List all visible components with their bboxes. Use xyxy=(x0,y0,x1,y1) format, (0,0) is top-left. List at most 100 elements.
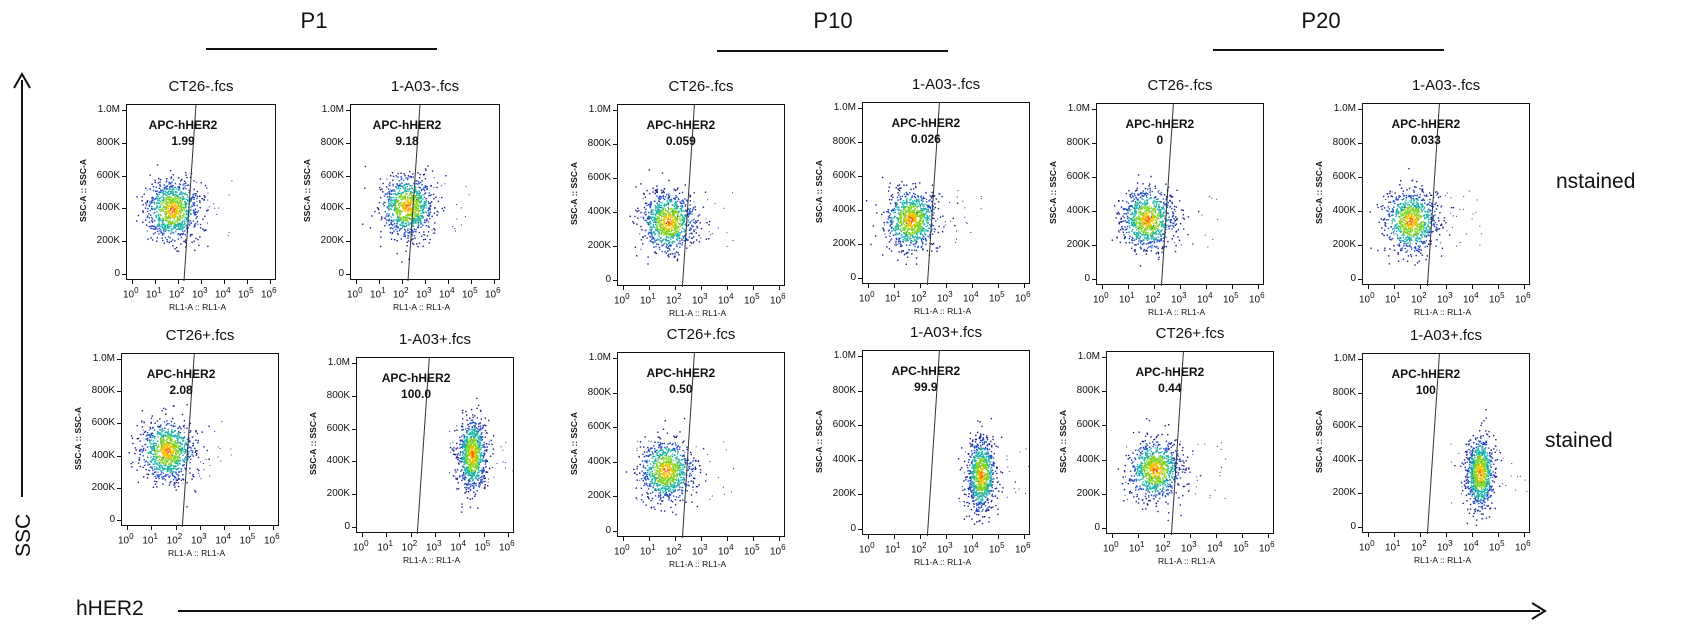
event-dot xyxy=(681,200,683,202)
event-dot xyxy=(162,218,165,221)
event-dot xyxy=(1132,221,1135,224)
event-dot xyxy=(652,187,654,190)
event-dot xyxy=(662,231,665,234)
event-dot xyxy=(418,186,420,188)
event-dot xyxy=(417,210,420,212)
event-dot xyxy=(420,207,422,209)
event-dot xyxy=(156,206,158,208)
event-dot xyxy=(1133,192,1136,195)
event-dot xyxy=(897,226,899,229)
event-dot xyxy=(1409,220,1411,223)
event-dot xyxy=(1170,196,1172,198)
event-dot xyxy=(689,221,691,223)
event-dot xyxy=(652,221,655,224)
event-dot xyxy=(671,226,673,229)
event-dot xyxy=(389,192,391,195)
x-tick-label: 100 xyxy=(1093,291,1109,305)
event-dot xyxy=(910,227,912,229)
event-dot xyxy=(910,205,912,207)
event-dot xyxy=(1140,222,1142,225)
event-dot xyxy=(668,207,669,209)
event-dot xyxy=(679,219,681,222)
event-dot xyxy=(395,194,397,196)
event-dot xyxy=(1147,215,1150,217)
event-dot xyxy=(903,220,905,222)
event-dot xyxy=(456,218,458,220)
event-dot xyxy=(400,185,403,188)
event-dot xyxy=(403,201,406,204)
event-dot xyxy=(663,188,666,190)
event-dot xyxy=(417,192,420,195)
event-dot xyxy=(414,196,416,199)
event-dot xyxy=(906,200,908,202)
event-dot xyxy=(386,206,388,208)
event-dot xyxy=(901,211,904,213)
event-dot xyxy=(176,207,178,209)
event-dot xyxy=(682,219,684,221)
event-dot xyxy=(656,226,658,229)
event-dot xyxy=(415,215,417,217)
scatter-svg xyxy=(629,105,734,287)
event-dot xyxy=(1144,223,1146,225)
event-dot xyxy=(664,250,666,253)
event-dot xyxy=(1176,219,1178,221)
event-dot xyxy=(395,212,397,214)
event-dot xyxy=(168,217,170,219)
event-dot xyxy=(1137,217,1140,220)
event-dot xyxy=(908,232,911,234)
event-dot xyxy=(1154,211,1156,213)
event-dot xyxy=(1163,194,1166,196)
event-dot xyxy=(1146,203,1148,205)
event-dot xyxy=(169,220,171,222)
event-dot xyxy=(668,242,671,244)
event-dot xyxy=(418,221,420,223)
event-dot xyxy=(403,226,405,228)
event-dot xyxy=(179,201,181,204)
event-dot xyxy=(1145,249,1147,251)
event-dot xyxy=(911,228,913,230)
event-dot xyxy=(709,220,711,223)
event-dot xyxy=(922,227,924,229)
event-dot xyxy=(185,207,187,209)
event-dot xyxy=(640,248,642,250)
event-dot xyxy=(677,225,679,228)
event-dot xyxy=(165,208,168,210)
event-dot xyxy=(412,225,415,227)
event-dot xyxy=(150,188,152,190)
event-dot xyxy=(668,196,670,199)
event-dot xyxy=(1126,215,1129,217)
event-dot xyxy=(403,173,405,175)
x-tick-exponent: 0 xyxy=(625,292,630,301)
event-dot xyxy=(415,183,417,185)
event-dot xyxy=(966,222,968,224)
event-dot xyxy=(422,194,424,196)
gate-percent: 9.18 xyxy=(395,134,419,148)
event-dot xyxy=(1154,185,1156,187)
event-dot xyxy=(664,203,667,206)
event-dot xyxy=(188,191,190,194)
event-dot xyxy=(206,187,207,189)
event-dot xyxy=(681,206,683,208)
event-dot xyxy=(1139,200,1141,203)
event-dot xyxy=(904,196,906,198)
event-dot xyxy=(418,190,420,192)
event-dot xyxy=(194,214,196,216)
event-dot xyxy=(662,225,664,227)
event-dot xyxy=(454,228,456,230)
event-dot xyxy=(171,190,173,192)
event-dot xyxy=(1134,205,1136,207)
event-dot xyxy=(670,227,673,230)
event-dot xyxy=(899,187,901,189)
event-dot xyxy=(389,231,392,234)
event-dot xyxy=(913,230,916,232)
event-dot xyxy=(1141,213,1144,216)
event-dot xyxy=(1155,212,1157,214)
event-dot xyxy=(141,200,143,202)
event-dot xyxy=(656,243,658,245)
event-dot xyxy=(1147,209,1149,211)
event-dot xyxy=(396,213,399,215)
event-dot xyxy=(180,203,182,206)
event-dot xyxy=(231,180,233,182)
event-dot xyxy=(413,234,416,237)
x-tick-exponent: 2 xyxy=(404,286,409,295)
